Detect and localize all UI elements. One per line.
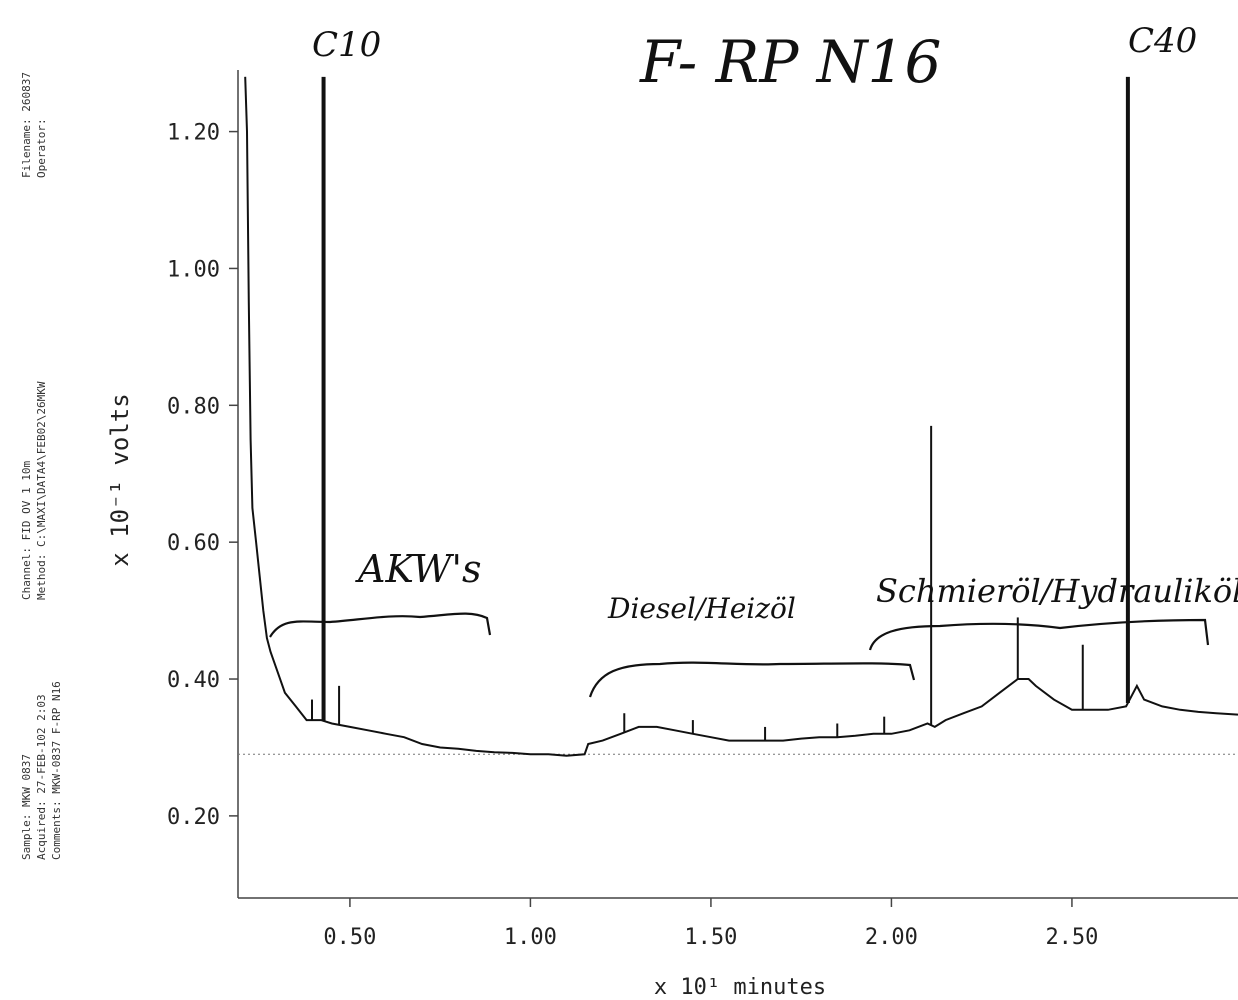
c10-annotation: C10 xyxy=(312,25,381,65)
sample-label: Sample: MKW 0837 xyxy=(20,754,33,860)
acquired-label: Acquired: 27-FEB-102 2:03 xyxy=(35,694,48,860)
plot-area xyxy=(244,76,1238,757)
comments-label: Comments: MKW-0837 F-RP N16 xyxy=(50,681,63,860)
operator-label: Operator: xyxy=(35,118,48,178)
group-schmieroel-label: Schmieröl/Hydrauliköl xyxy=(876,572,1238,610)
x-axis-label: x 10¹ minutes xyxy=(654,975,826,1000)
y-tick-label: 0.20 xyxy=(167,805,220,830)
y-axis-label: x 10⁻¹ volts xyxy=(106,393,134,566)
filename-label: Filename: 260837 xyxy=(20,72,33,178)
y-tick-label: 0.40 xyxy=(167,668,220,693)
x-tick-label: 1.50 xyxy=(684,925,737,950)
channel-label: Channel: FID OV 1 10m xyxy=(20,461,33,600)
brace-akw xyxy=(269,612,492,638)
y-tick-label: 1.00 xyxy=(167,257,220,282)
x-tick-label: 1.00 xyxy=(504,925,557,950)
c40-annotation: C40 xyxy=(1128,21,1197,61)
y-tick-label: 0.60 xyxy=(167,531,220,556)
sidebar-metadata: Filename: 260837 Operator: Channel: FID … xyxy=(20,72,63,860)
handwritten-annotations: F- RP N16 C10 C40 AKW's Diesel/Heizöl Sc… xyxy=(269,21,1238,698)
method-label: Method: C:\MAXI\DATA4\FEB02\26MKW xyxy=(35,381,48,600)
x-ticks: 0.50 1.00 1.50 2.00 2.50 xyxy=(323,898,1098,950)
axes: 0.20 0.40 0.60 0.80 1.00 1.20 0.50 1.00 1.50 2.0… xyxy=(106,70,1238,1000)
x-tick-label: 2.50 xyxy=(1045,925,1098,950)
x-tick-label: 2.00 xyxy=(865,925,918,950)
chart-title: F- RP N16 xyxy=(639,28,941,96)
brace-diesel xyxy=(588,661,916,698)
peak-lines xyxy=(311,76,1130,741)
group-diesel-label: Diesel/Heizöl xyxy=(607,592,796,625)
y-ticks: 0.20 0.40 0.60 0.80 1.00 1.20 xyxy=(167,121,238,830)
y-tick-label: 1.20 xyxy=(167,121,220,146)
chromatogram-trace xyxy=(244,76,1238,757)
group-akw-label: AKW's xyxy=(355,547,481,591)
y-tick-label: 0.80 xyxy=(167,394,220,419)
brace-schmieroel xyxy=(868,618,1210,651)
x-tick-label: 0.50 xyxy=(323,925,376,950)
